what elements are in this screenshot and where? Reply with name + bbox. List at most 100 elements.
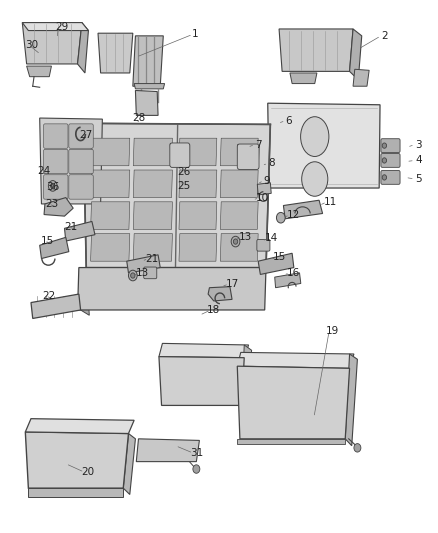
- Polygon shape: [64, 221, 95, 241]
- Circle shape: [233, 239, 238, 244]
- Text: 3: 3: [415, 140, 422, 150]
- Text: 21: 21: [64, 222, 78, 232]
- FancyBboxPatch shape: [44, 149, 68, 174]
- Text: 13: 13: [238, 232, 252, 243]
- Text: 29: 29: [55, 22, 68, 32]
- Polygon shape: [40, 237, 69, 259]
- Text: 17: 17: [226, 279, 239, 289]
- Text: 1: 1: [192, 29, 198, 39]
- Polygon shape: [22, 22, 88, 30]
- Circle shape: [193, 465, 200, 473]
- Text: 24: 24: [37, 166, 51, 176]
- Text: 14: 14: [265, 233, 278, 244]
- Polygon shape: [237, 366, 350, 439]
- Text: 31: 31: [190, 448, 203, 458]
- Text: 15: 15: [40, 236, 54, 246]
- Polygon shape: [220, 233, 258, 261]
- Polygon shape: [179, 138, 217, 166]
- Polygon shape: [345, 354, 357, 446]
- Circle shape: [128, 270, 137, 281]
- Polygon shape: [242, 345, 252, 411]
- Polygon shape: [283, 200, 322, 219]
- Polygon shape: [91, 233, 130, 261]
- Polygon shape: [353, 69, 369, 86]
- Polygon shape: [208, 287, 232, 301]
- FancyBboxPatch shape: [257, 239, 270, 251]
- Polygon shape: [28, 488, 123, 497]
- FancyBboxPatch shape: [170, 143, 190, 167]
- Polygon shape: [279, 29, 353, 71]
- Text: 18: 18: [207, 305, 220, 315]
- Polygon shape: [170, 143, 189, 167]
- Polygon shape: [220, 138, 258, 166]
- FancyBboxPatch shape: [381, 154, 400, 167]
- Polygon shape: [179, 233, 217, 261]
- Polygon shape: [290, 73, 317, 84]
- Circle shape: [131, 273, 135, 278]
- Polygon shape: [220, 202, 258, 229]
- Text: 13: 13: [136, 269, 149, 278]
- Text: 4: 4: [415, 156, 422, 165]
- Polygon shape: [159, 357, 244, 406]
- Text: 26: 26: [177, 167, 191, 177]
- FancyBboxPatch shape: [44, 124, 68, 148]
- Circle shape: [276, 213, 285, 223]
- Polygon shape: [159, 343, 249, 358]
- Text: 11: 11: [323, 197, 337, 207]
- Text: 22: 22: [42, 290, 55, 301]
- Polygon shape: [179, 202, 217, 229]
- Polygon shape: [127, 255, 160, 273]
- Text: 27: 27: [80, 130, 93, 140]
- Ellipse shape: [302, 162, 328, 196]
- Polygon shape: [133, 233, 173, 261]
- Polygon shape: [79, 294, 89, 316]
- FancyBboxPatch shape: [69, 124, 93, 148]
- Polygon shape: [40, 118, 102, 204]
- Polygon shape: [237, 352, 354, 368]
- Polygon shape: [350, 29, 362, 80]
- Polygon shape: [133, 36, 163, 86]
- Text: 23: 23: [45, 199, 58, 209]
- Polygon shape: [237, 439, 345, 444]
- Circle shape: [231, 236, 240, 247]
- Polygon shape: [91, 170, 130, 198]
- Circle shape: [50, 183, 55, 189]
- FancyBboxPatch shape: [44, 175, 68, 199]
- Polygon shape: [268, 103, 380, 188]
- FancyBboxPatch shape: [237, 144, 259, 169]
- Text: 7: 7: [255, 140, 261, 150]
- FancyBboxPatch shape: [144, 267, 157, 279]
- Polygon shape: [179, 170, 217, 198]
- Circle shape: [382, 143, 387, 148]
- Text: 12: 12: [286, 210, 300, 220]
- Circle shape: [48, 181, 57, 191]
- Text: 2: 2: [381, 31, 388, 41]
- Text: 19: 19: [325, 326, 339, 336]
- Polygon shape: [22, 22, 82, 64]
- Polygon shape: [25, 419, 134, 433]
- Polygon shape: [25, 432, 128, 488]
- FancyBboxPatch shape: [381, 171, 400, 184]
- Polygon shape: [134, 84, 165, 89]
- Text: 10: 10: [256, 192, 269, 203]
- Polygon shape: [98, 33, 133, 73]
- Circle shape: [382, 158, 387, 163]
- Text: 15: 15: [273, 252, 286, 262]
- Circle shape: [354, 443, 361, 452]
- Polygon shape: [220, 170, 258, 198]
- Polygon shape: [133, 138, 173, 166]
- Polygon shape: [238, 144, 259, 168]
- FancyBboxPatch shape: [69, 149, 93, 174]
- Circle shape: [382, 175, 387, 180]
- Polygon shape: [83, 123, 270, 268]
- Polygon shape: [91, 138, 130, 166]
- Polygon shape: [258, 253, 294, 274]
- Polygon shape: [135, 91, 158, 115]
- Ellipse shape: [300, 117, 329, 157]
- Text: 9: 9: [264, 175, 270, 185]
- Polygon shape: [91, 202, 130, 229]
- Polygon shape: [78, 22, 88, 73]
- Text: 36: 36: [46, 182, 60, 192]
- Polygon shape: [133, 202, 173, 229]
- Polygon shape: [44, 198, 73, 216]
